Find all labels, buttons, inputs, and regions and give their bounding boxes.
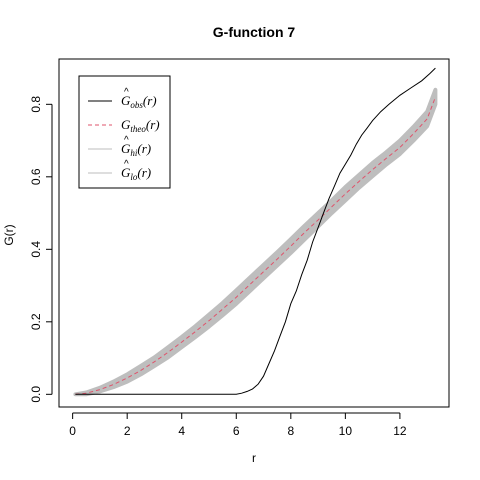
legend-hat-hi: ^ bbox=[124, 135, 129, 146]
envelope-band bbox=[73, 87, 438, 397]
legend: Gobs(r)^Gtheo(r)Ghi(r)^Glo(r)^ bbox=[78, 75, 171, 189]
y-tick-label: 0.6 bbox=[29, 168, 43, 185]
y-tick-label: 0.2 bbox=[29, 313, 43, 330]
series-layer bbox=[75, 67, 436, 395]
legend-box bbox=[78, 75, 171, 189]
legend-label-hi: Ghi(r) bbox=[121, 141, 151, 158]
x-tick-label: 8 bbox=[287, 424, 294, 438]
legend-label-lo: Glo(r) bbox=[121, 165, 151, 182]
x-axis-label: r bbox=[252, 451, 256, 465]
x-tick-label: 6 bbox=[233, 424, 240, 438]
y-axis-label: G(r) bbox=[2, 224, 16, 245]
series-line-obs bbox=[75, 67, 436, 395]
x-tick-label: 10 bbox=[339, 424, 353, 438]
y-tick-label: 0.8 bbox=[29, 96, 43, 113]
series-line-theo bbox=[75, 96, 436, 395]
x-tick-label: 4 bbox=[178, 424, 185, 438]
legend-label-theo: Gtheo(r) bbox=[121, 117, 160, 134]
legend-label-obs: Gobs(r) bbox=[121, 93, 157, 110]
axes-layer: 0 2 4 6 8 10 12 0.0 0.2 0.4 0.6 0.8 bbox=[29, 58, 450, 438]
y-tick-label: 0.4 bbox=[29, 241, 43, 258]
plot-frame bbox=[58, 58, 450, 408]
x-tick-label: 2 bbox=[124, 424, 131, 438]
legend-hat-obs: ^ bbox=[124, 87, 129, 98]
chart-title: G-function 7 bbox=[213, 24, 296, 40]
x-tick-label: 0 bbox=[69, 424, 76, 438]
x-tick-label: 12 bbox=[393, 424, 407, 438]
envelope-layer bbox=[73, 87, 438, 397]
y-tick-label: 0.0 bbox=[29, 386, 43, 403]
legend-hat-lo: ^ bbox=[124, 159, 129, 170]
